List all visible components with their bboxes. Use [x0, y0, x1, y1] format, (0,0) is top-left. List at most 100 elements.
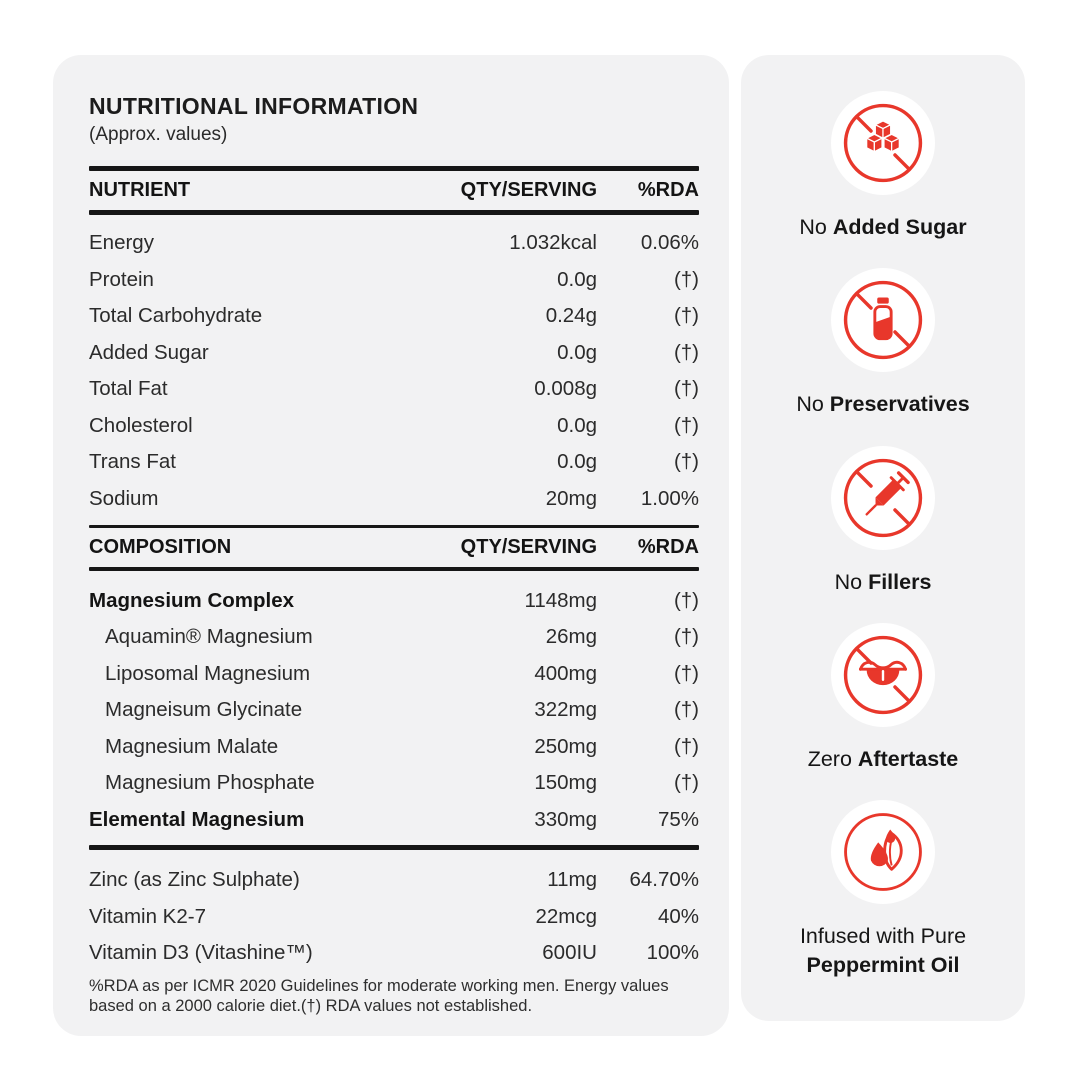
zero-aftertaste-icon [835, 627, 931, 723]
table-row: Magnesium Complex 1148mg (†) [89, 583, 699, 620]
cell-qty: 0.0g [557, 450, 597, 474]
badge-label: No Fillers [835, 568, 932, 596]
cell-rda: (†) [673, 267, 699, 291]
cell-qty: 322mg [534, 698, 597, 722]
divider-thick [89, 845, 699, 850]
cell-label: Liposomal Magnesium [105, 661, 311, 685]
divider-thick [89, 566, 699, 571]
cell-qty: 0.0g [557, 340, 597, 364]
badge-label-bold: Aftertaste [857, 746, 959, 771]
header-qty-serving: QTY/SERVING [460, 179, 597, 201]
cell-rda: 40% [657, 904, 699, 928]
rda-footnote: %RDA as per ICMR 2020 Guidelines for mod… [89, 976, 669, 1016]
cell-label: Added Sugar [89, 340, 209, 364]
panel-title: NUTRITIONAL INFORMATION [89, 93, 419, 119]
cell-qty: 0.24g [545, 304, 597, 328]
table-row: Elemental Magnesium 330mg 75% [89, 802, 699, 839]
table-row: Aquamin® Magnesium 26mg (†) [89, 619, 699, 656]
table-row: Vitamin K2-7 22mcg 40% [89, 899, 699, 936]
cell-label: Total Carbohydrate [89, 304, 263, 328]
table-row: Total Fat 0.008g (†) [89, 371, 699, 408]
cell-label: Elemental Magnesium [89, 807, 305, 831]
divider-thin [89, 525, 699, 528]
cell-label: Magnesium Malate [105, 734, 279, 758]
badge-circle [831, 268, 935, 373]
cell-rda: (†) [673, 771, 699, 795]
badge-label: Infused with Pure Peppermint Oil [800, 922, 966, 979]
nutrient-header-row: NUTRIENT QTY/SERVING %RDA [89, 171, 699, 210]
cell-label: Zinc (as Zinc Sulphate) [89, 868, 300, 892]
benefit-badge: No Preservatives [796, 268, 970, 418]
table-row: Liposomal Magnesium 400mg (†) [89, 656, 699, 693]
cell-rda: (†) [673, 661, 699, 685]
cell-rda: (†) [673, 698, 699, 722]
cell-qty: 330mg [534, 807, 597, 831]
badge-label: Zero Aftertaste [808, 745, 959, 773]
badge-circle [831, 622, 935, 727]
cell-qty: 150mg [534, 771, 597, 795]
badge-label: No Added Sugar [799, 213, 966, 241]
cell-label: Energy [89, 231, 154, 255]
divider-thick [89, 210, 699, 215]
cell-rda: (†) [673, 450, 699, 474]
table-row: Magnesium Malate 250mg (†) [89, 729, 699, 766]
cell-label: Vitamin K2-7 [89, 904, 206, 928]
badge-label-prefix: No [796, 392, 830, 417]
composition-rows: Magnesium Complex 1148mg (†) Aquamin® Magne… [89, 571, 699, 846]
benefit-badge: No Fillers [831, 445, 935, 596]
cell-qty: 0.0g [557, 267, 597, 291]
composition-header-row: COMPOSITION QTY/SERVING %RDA [89, 528, 699, 567]
cell-rda: 100% [646, 941, 699, 965]
header-qty-serving: QTY/SERVING [460, 535, 597, 558]
table-row: Added Sugar 0.0g (†) [89, 335, 699, 372]
badge-label-bold: Peppermint Oil [806, 952, 960, 977]
divider-thick [89, 166, 699, 171]
cell-qty: 20mg [545, 486, 597, 510]
cell-rda: (†) [673, 304, 699, 328]
mineral-rows: Zinc (as Zinc Sulphate) 11mg 64.70% Vitamin… [89, 850, 699, 972]
cell-rda: (†) [673, 413, 699, 437]
cell-label: Vitamin D3 (Vitashine™) [89, 941, 313, 965]
table-row: Cholesterol 0.0g (†) [89, 408, 699, 445]
cell-qty: 0.008g [534, 377, 597, 401]
badge-label-bold: Added Sugar [832, 215, 967, 239]
header-rda: %RDA [637, 179, 699, 201]
cell-qty: 1.032kcal [509, 231, 597, 255]
cell-label: Magnesium Complex [89, 588, 295, 612]
badge-label-prefix: Infused with Pure [799, 924, 967, 949]
badge-label: No Preservatives [796, 390, 969, 418]
table-row: Protein 0.0g (†) [89, 262, 699, 299]
benefit-badge: Infused with Pure Peppermint Oil [800, 800, 966, 979]
nutrient-rows: Energy 1.032kcal 0.06% Protein 0.0g (†) Total … [89, 215, 699, 525]
badge-label-bold: Preservatives [829, 392, 970, 417]
cell-label: Protein [89, 267, 154, 291]
badge-circle [830, 91, 935, 195]
cell-rda: 0.06% [640, 231, 699, 255]
table-row: Vitamin D3 (Vitashine™) 600IU 100% [89, 935, 699, 972]
table-row: Sodium 20mg 1.00% [89, 481, 699, 518]
badge-circle [831, 445, 935, 550]
header-nutrient: NUTRIENT [89, 179, 191, 201]
cell-rda: 1.00% [640, 486, 699, 510]
header-composition: COMPOSITION [89, 535, 232, 558]
cell-rda: 75% [657, 807, 699, 831]
cell-rda: (†) [673, 377, 699, 401]
cell-rda: (†) [673, 588, 699, 612]
cell-label: Trans Fat [89, 450, 176, 474]
panel-subtitle: (Approx. values) [89, 124, 228, 145]
cell-qty: 250mg [534, 734, 597, 758]
badge-label-prefix: Zero [807, 746, 858, 771]
cell-label: Magneisum Glycinate [105, 698, 303, 722]
cell-qty: 600IU [542, 941, 597, 965]
table-row: Trans Fat 0.0g (†) [89, 444, 699, 481]
nutrition-panel: NUTRITIONAL INFORMATION (Approx. values)… [53, 55, 729, 1036]
cell-qty: 22mcg [535, 904, 597, 928]
badge-label-prefix: No [834, 569, 869, 594]
header-rda: %RDA [637, 535, 699, 558]
benefit-badge: No Added Sugar [799, 91, 967, 241]
cell-qty: 1148mg [524, 588, 597, 612]
cell-label: Aquamin® Magnesium [105, 625, 313, 649]
table-row: Energy 1.032kcal 0.06% [89, 225, 699, 262]
benefit-badge: Zero Aftertaste [808, 622, 959, 773]
cell-qty: 26mg [545, 625, 597, 649]
